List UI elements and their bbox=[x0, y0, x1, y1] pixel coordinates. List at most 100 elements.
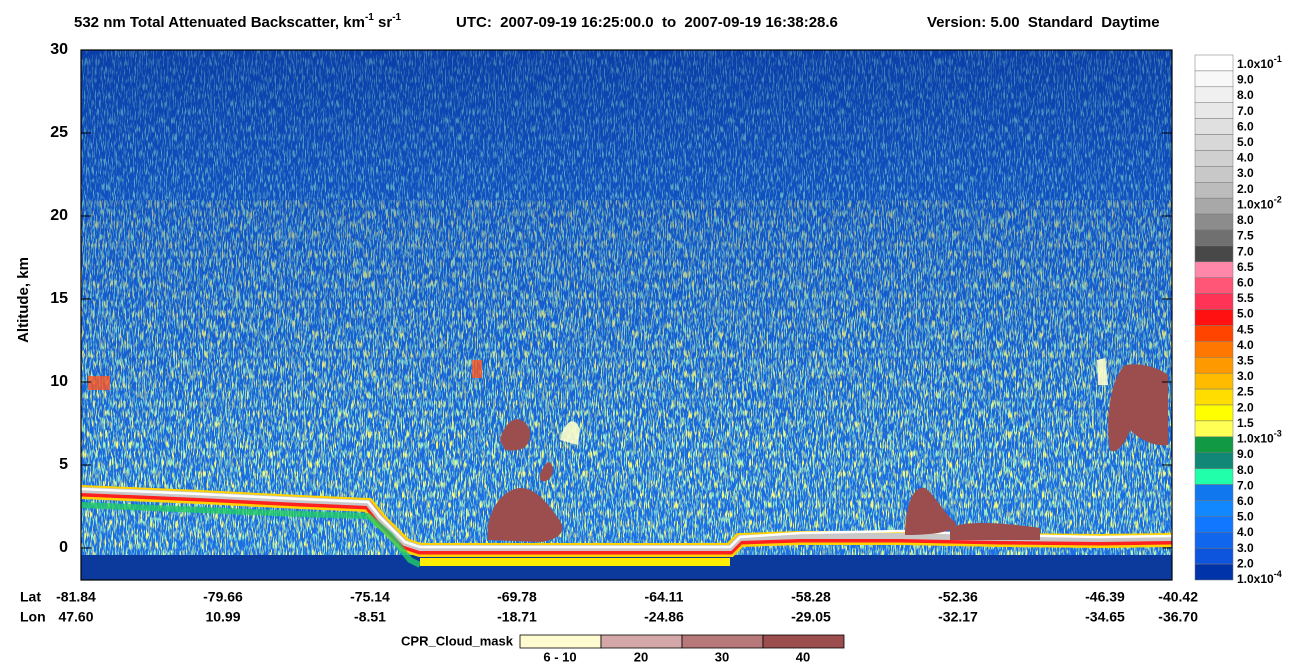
colorbar-label: 6.5 bbox=[1237, 260, 1254, 274]
colorbar-label-base: 2.0 bbox=[1237, 182, 1254, 196]
colorbar-label: 5.0 bbox=[1237, 510, 1254, 524]
colorbar-cell bbox=[1194, 197, 1234, 215]
title-sup: -1 bbox=[392, 12, 401, 23]
colorbar-cell bbox=[1194, 118, 1234, 135]
colorbar-label: 8.0 bbox=[1237, 463, 1254, 477]
lat-label: -69.78 bbox=[497, 589, 537, 605]
y-tick-label: 30 bbox=[50, 41, 68, 58]
colorbar-label: 2.5 bbox=[1237, 385, 1254, 399]
y-tick-label: 20 bbox=[50, 207, 68, 224]
colorbar-cell bbox=[1194, 436, 1234, 453]
utc-range: UTC: 2007-09-19 16:25:00.0 to 2007-09-19… bbox=[456, 14, 838, 31]
colorbar-cell bbox=[1194, 182, 1234, 199]
colorbar-label: 4.0 bbox=[1237, 525, 1254, 539]
lat-label: -81.84 bbox=[56, 589, 96, 605]
colorbar-cell bbox=[1194, 86, 1234, 103]
colorbar-label: 8.0 bbox=[1237, 213, 1254, 227]
y-tick-label: 10 bbox=[50, 373, 68, 390]
colorbar-label: 2.0 bbox=[1237, 557, 1254, 571]
colorbar-label-base: 8.0 bbox=[1237, 88, 1254, 102]
colorbar-label-base: 6.0 bbox=[1237, 120, 1254, 134]
colorbar-cell bbox=[1194, 420, 1234, 438]
colorbar-cell bbox=[1194, 309, 1234, 326]
colorbar-label-base: 9.0 bbox=[1237, 447, 1254, 461]
colorbar-label-base: 5.5 bbox=[1237, 291, 1254, 305]
cpr-legend-label: 6 - 10 bbox=[543, 649, 576, 664]
lat-label: -79.66 bbox=[203, 589, 243, 605]
colorbar-label-base: 2.0 bbox=[1237, 401, 1254, 415]
colorbar-label: 5.0 bbox=[1237, 135, 1254, 149]
lat-label: -75.14 bbox=[350, 589, 390, 605]
colorbar-label-base: 1.0x10 bbox=[1237, 198, 1274, 212]
colorbar-cell bbox=[1194, 277, 1234, 294]
colorbar-label: 2.0 bbox=[1237, 401, 1254, 415]
cpr-legend-swatch bbox=[600, 634, 683, 649]
colorbar-cell bbox=[1194, 229, 1234, 247]
colorbar-label: 9.0 bbox=[1237, 73, 1254, 87]
colorbar-label: 7.0 bbox=[1237, 244, 1254, 258]
cpr-legend-label: 20 bbox=[634, 649, 648, 664]
colorbar-label: 3.5 bbox=[1237, 354, 1254, 368]
colorbar-label-base: 8.0 bbox=[1237, 463, 1254, 477]
colorbar-cell bbox=[1194, 102, 1234, 119]
cpr-legend-title: CPR_Cloud_mask bbox=[401, 633, 514, 648]
colorbar-label: 1.0x10-3 bbox=[1237, 429, 1282, 446]
colorbar-label-exp: -4 bbox=[1274, 569, 1282, 579]
lat-label: -40.42 bbox=[1158, 589, 1198, 605]
colorbar-cell bbox=[1194, 293, 1234, 310]
version: Version: 5.00 Standard Daytime bbox=[927, 14, 1160, 31]
colorbar-label-base: 5.0 bbox=[1237, 307, 1254, 321]
colorbar-label-base: 6.5 bbox=[1237, 260, 1254, 274]
lon-label: -29.05 bbox=[791, 609, 831, 625]
colorbar-label-base: 7.0 bbox=[1237, 104, 1254, 118]
colorbar-cell bbox=[1194, 532, 1234, 549]
colorbar-label-base: 7.0 bbox=[1237, 244, 1254, 258]
plot-frame bbox=[80, 49, 1173, 581]
y-tick-label: 5 bbox=[59, 456, 68, 473]
y-tick-label: 25 bbox=[50, 124, 68, 141]
chart-title: 532 nm Total Attenuated Backscatter, km-… bbox=[74, 12, 402, 31]
lon-label: -8.51 bbox=[354, 609, 386, 625]
colorbar-label-base: 6.0 bbox=[1237, 276, 1254, 290]
colorbar-label-base: 4.0 bbox=[1237, 338, 1254, 352]
colorbar-cell bbox=[1194, 261, 1234, 278]
colorbar-label: 1.0x10-4 bbox=[1237, 569, 1282, 586]
colorbar-cell bbox=[1194, 213, 1234, 231]
colorbar-label: 1.0x10-2 bbox=[1237, 195, 1282, 212]
colorbar-cell bbox=[1194, 404, 1234, 422]
colorbar-label: 1.0x10-1 bbox=[1237, 54, 1282, 71]
colorbar-label-base: 3.5 bbox=[1237, 354, 1254, 368]
colorbar-cell bbox=[1194, 484, 1234, 501]
lat-label: -58.28 bbox=[791, 589, 831, 605]
colorbar-label-base: 3.0 bbox=[1237, 369, 1254, 383]
colorbar-label-base: 4.0 bbox=[1237, 151, 1254, 165]
cpr-legend-swatch bbox=[762, 634, 845, 649]
lon-row-label: Lon bbox=[20, 609, 46, 625]
colorbar-label-base: 7.0 bbox=[1237, 479, 1254, 493]
colorbar-label-base: 9.0 bbox=[1237, 73, 1254, 87]
colorbar-cell bbox=[1194, 54, 1234, 72]
colorbar-label-base: 7.5 bbox=[1237, 229, 1254, 243]
colorbar-label-base: 6.0 bbox=[1237, 494, 1254, 508]
lon-label: -24.86 bbox=[644, 609, 684, 625]
cpr-legend-label: 40 bbox=[796, 649, 810, 664]
colorbar-label: 7.5 bbox=[1237, 229, 1254, 243]
colorbar-label: 7.0 bbox=[1237, 104, 1254, 118]
lat-label: -46.39 bbox=[1085, 589, 1125, 605]
colorbar-cell bbox=[1194, 325, 1234, 342]
colorbar-label: 6.0 bbox=[1237, 276, 1254, 290]
title-sup: -1 bbox=[365, 12, 374, 23]
colorbar-label: 2.0 bbox=[1237, 182, 1254, 196]
colorbar-cell bbox=[1194, 134, 1234, 151]
colorbar-label-exp: -1 bbox=[1274, 54, 1282, 64]
lat-label: -52.36 bbox=[938, 589, 978, 605]
colorbar-label-exp: -2 bbox=[1274, 195, 1282, 205]
colorbar-cell bbox=[1194, 372, 1234, 390]
lat-label: -64.11 bbox=[645, 589, 684, 605]
lon-label: 47.60 bbox=[58, 609, 93, 625]
colorbar-label: 4.0 bbox=[1237, 151, 1254, 165]
colorbar-cell bbox=[1194, 500, 1234, 517]
colorbar-label: 7.0 bbox=[1237, 479, 1254, 493]
colorbar-label: 6.0 bbox=[1237, 494, 1254, 508]
